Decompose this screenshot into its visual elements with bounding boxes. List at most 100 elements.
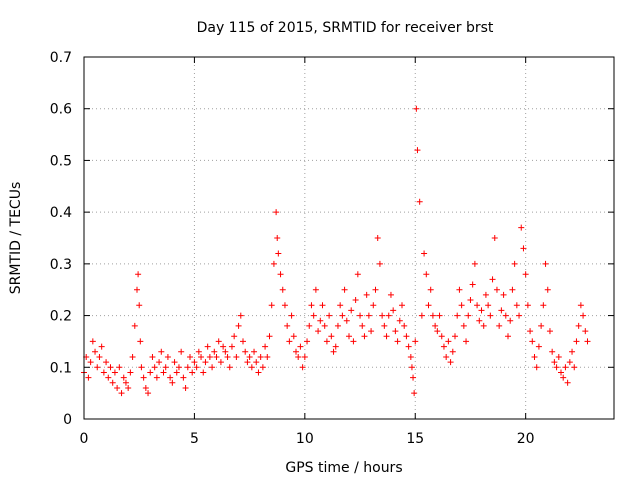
data-point bbox=[304, 338, 311, 345]
data-point bbox=[153, 374, 160, 381]
y-tick-label: 0.7 bbox=[50, 50, 72, 66]
data-point bbox=[507, 317, 514, 324]
data-point bbox=[162, 364, 169, 371]
data-point bbox=[471, 260, 478, 267]
data-point bbox=[187, 353, 193, 360]
data-point bbox=[418, 312, 425, 319]
data-point bbox=[182, 384, 189, 391]
data-point bbox=[246, 353, 253, 360]
data-point bbox=[145, 390, 152, 397]
data-point bbox=[443, 353, 450, 360]
plot-frame bbox=[83, 56, 615, 420]
data-point bbox=[270, 260, 277, 267]
data-point bbox=[275, 250, 282, 257]
data-point bbox=[580, 312, 587, 319]
data-point bbox=[368, 328, 375, 335]
data-point bbox=[321, 322, 328, 329]
data-point bbox=[213, 353, 220, 360]
data-point bbox=[352, 297, 359, 304]
data-point bbox=[412, 338, 419, 345]
y-tick-label: 0.1 bbox=[50, 360, 72, 376]
data-point bbox=[516, 312, 523, 319]
data-point bbox=[330, 348, 337, 355]
data-point bbox=[226, 364, 233, 371]
data-point bbox=[116, 364, 123, 371]
data-point bbox=[204, 343, 211, 350]
data-point bbox=[337, 302, 344, 309]
data-point bbox=[379, 312, 386, 319]
data-point bbox=[467, 297, 474, 304]
y-axis-label: SRMTID / TECUs bbox=[8, 182, 24, 295]
data-point bbox=[522, 271, 529, 278]
data-point bbox=[240, 338, 246, 345]
data-point bbox=[222, 348, 229, 355]
data-point bbox=[257, 353, 264, 360]
data-point bbox=[496, 322, 503, 329]
data-point bbox=[259, 364, 266, 371]
data-point bbox=[403, 333, 410, 340]
data-point bbox=[242, 348, 249, 355]
data-points bbox=[81, 105, 591, 397]
data-point bbox=[390, 307, 397, 314]
data-point bbox=[438, 333, 445, 340]
data-point bbox=[293, 348, 299, 355]
data-point bbox=[323, 338, 330, 345]
data-point bbox=[558, 369, 564, 376]
chart-title: Day 115 of 2015, SRMTID for receiver brs… bbox=[197, 20, 494, 36]
data-point bbox=[544, 286, 551, 293]
data-point bbox=[502, 312, 509, 319]
data-point bbox=[359, 322, 366, 329]
data-point bbox=[85, 374, 92, 381]
data-point bbox=[429, 312, 436, 319]
data-point bbox=[573, 338, 580, 345]
data-point bbox=[149, 353, 156, 360]
data-point bbox=[341, 286, 348, 293]
data-point bbox=[96, 353, 103, 360]
y-tick-label: 0 bbox=[63, 412, 72, 428]
data-point bbox=[399, 302, 405, 309]
data-point bbox=[317, 317, 324, 324]
data-point bbox=[231, 333, 238, 340]
data-point bbox=[432, 322, 439, 329]
data-point bbox=[577, 302, 584, 309]
data-point bbox=[312, 286, 319, 293]
data-point bbox=[509, 286, 516, 293]
data-point bbox=[169, 379, 176, 386]
data-point bbox=[365, 312, 372, 319]
data-point bbox=[487, 312, 494, 319]
data-point bbox=[361, 333, 368, 340]
data-point bbox=[354, 271, 361, 278]
data-point bbox=[505, 333, 511, 340]
grid-lines bbox=[84, 57, 614, 419]
data-point bbox=[348, 307, 355, 314]
data-point bbox=[454, 312, 461, 319]
data-point bbox=[301, 353, 308, 360]
data-point bbox=[381, 322, 388, 329]
data-point bbox=[173, 369, 180, 376]
data-point bbox=[469, 281, 476, 288]
data-point bbox=[493, 286, 500, 293]
x-tick-labels: 0 5 10 15 20 bbox=[80, 431, 535, 447]
data-point bbox=[92, 348, 99, 355]
data-point bbox=[421, 250, 428, 257]
data-point bbox=[120, 374, 127, 381]
data-point bbox=[363, 291, 370, 298]
x-tick-label: 20 bbox=[517, 431, 535, 447]
axis-ticks bbox=[83, 56, 614, 420]
data-point bbox=[136, 302, 143, 309]
data-point bbox=[478, 307, 485, 314]
data-point bbox=[127, 369, 134, 376]
y-tick-label: 0.2 bbox=[50, 309, 72, 325]
data-point bbox=[449, 348, 456, 355]
data-point bbox=[253, 359, 260, 366]
data-point bbox=[233, 353, 240, 360]
data-point bbox=[290, 333, 297, 340]
data-point bbox=[546, 328, 553, 335]
data-point bbox=[376, 260, 383, 267]
data-point bbox=[178, 348, 185, 355]
data-point bbox=[513, 302, 520, 309]
x-tick-label: 5 bbox=[190, 431, 199, 447]
data-point bbox=[114, 384, 121, 391]
data-point bbox=[575, 322, 582, 329]
data-point bbox=[374, 235, 381, 241]
